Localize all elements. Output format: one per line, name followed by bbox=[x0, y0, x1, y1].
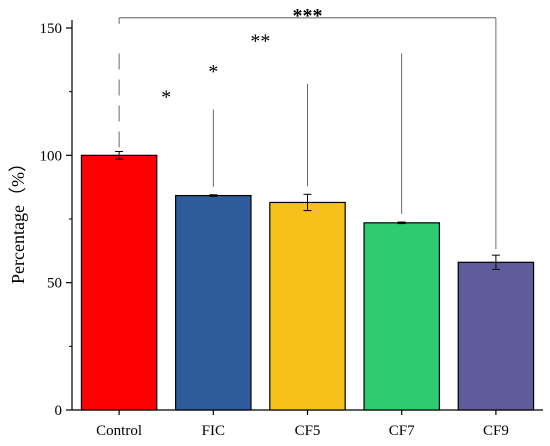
bar-control bbox=[80, 154, 158, 411]
bar-cf7 bbox=[363, 222, 440, 411]
x-tick-label: CF9 bbox=[483, 423, 509, 439]
y-axis-label: Percentage（%） bbox=[8, 154, 28, 284]
error-bars bbox=[115, 151, 500, 270]
y-tick-label: 100 bbox=[40, 148, 63, 164]
x-tick-label: CF7 bbox=[389, 423, 415, 439]
x-tick-label: CF5 bbox=[295, 423, 321, 439]
sig-label: * bbox=[161, 86, 171, 108]
labels: Percentage（%） Control FIC CF5 CF7 CF9 bbox=[8, 154, 509, 439]
y-tick-label: 50 bbox=[47, 276, 62, 292]
bar-cf5 bbox=[269, 201, 346, 411]
x-tick-label: Control bbox=[96, 423, 142, 439]
significance-annotations: ******* bbox=[118, 5, 497, 250]
sig-label: ** bbox=[250, 30, 270, 52]
bars bbox=[80, 154, 535, 411]
y-tick-label: 0 bbox=[55, 403, 63, 419]
sig-label: *** bbox=[293, 5, 323, 27]
x-tick-label: FIC bbox=[202, 423, 225, 439]
bar-cf9 bbox=[457, 261, 535, 411]
y-tick-label: 150 bbox=[40, 21, 63, 37]
sig-label: * bbox=[208, 61, 218, 83]
bar-fic bbox=[175, 194, 252, 411]
